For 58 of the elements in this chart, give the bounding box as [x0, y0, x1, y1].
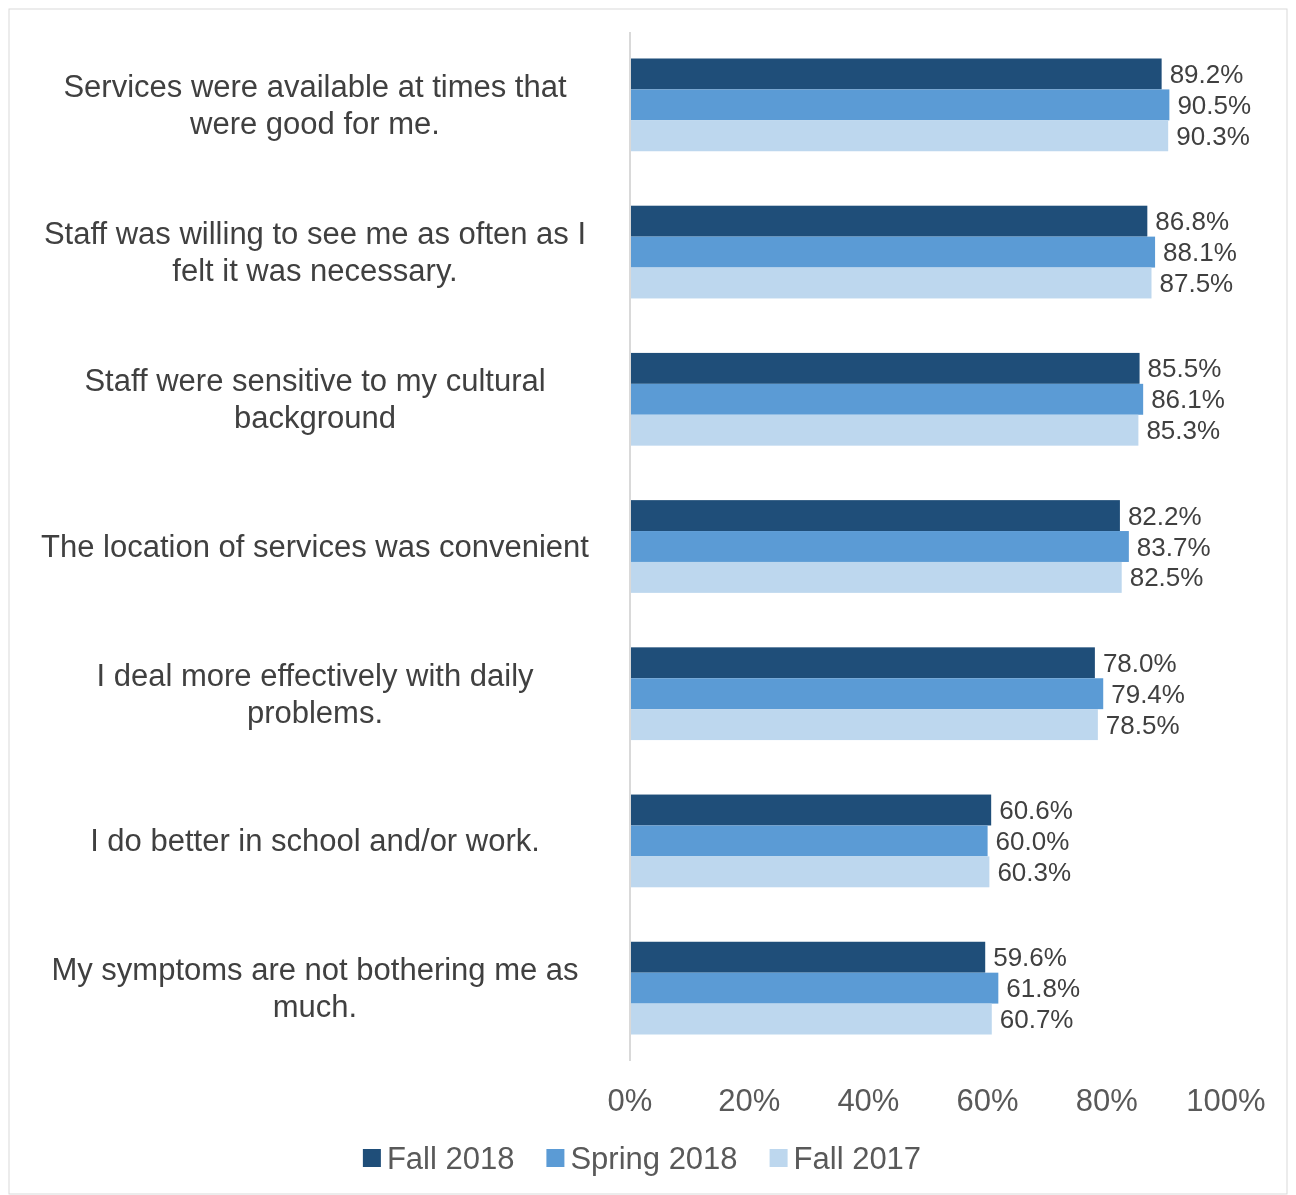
bar [630, 267, 1152, 299]
data-label: 83.7% [1136, 531, 1211, 562]
bar [630, 1003, 992, 1035]
data-label: 85.3% [1146, 415, 1221, 446]
data-label: 86.1% [1151, 384, 1225, 415]
bar [630, 89, 1170, 121]
data-label: 60.0% [995, 825, 1070, 856]
y-tick-label: Staff were sensitive to my cultural background [84, 363, 546, 436]
data-label: 61.8% [1006, 973, 1081, 1004]
data-label: 87.5% [1159, 267, 1234, 298]
bar [630, 709, 1098, 741]
data-label: 86.8% [1155, 206, 1230, 237]
bar [630, 352, 1140, 384]
bar [630, 383, 1144, 415]
bar [630, 794, 992, 826]
bar [630, 120, 1169, 152]
data-label: 79.4% [1111, 678, 1185, 709]
y-tick-label: Services were available at times that were good for me. [63, 68, 567, 141]
y-tick-label: My symptoms are not bothering me as much. [51, 952, 579, 1025]
bar [630, 972, 999, 1004]
data-label: 85.5% [1147, 353, 1222, 384]
legend-label: Spring 2018 [570, 1140, 738, 1176]
bar [630, 414, 1139, 446]
bar [630, 856, 990, 888]
x-tick-label: 60% [956, 1082, 1019, 1118]
bar [630, 561, 1122, 593]
bar [630, 678, 1104, 710]
data-label: 60.3% [997, 856, 1072, 887]
x-tick-label: 0% [607, 1082, 653, 1118]
data-label: 82.2% [1127, 500, 1202, 531]
data-label: 78.0% [1102, 647, 1177, 678]
legend-label: Fall 2017 [793, 1140, 922, 1176]
legend-label: Fall 2018 [386, 1140, 515, 1176]
x-tick-label: 80% [1075, 1082, 1138, 1118]
x-tick-label: 100% [1186, 1082, 1266, 1118]
data-label: 78.5% [1105, 709, 1180, 740]
y-tick-label: Staff was willing to see me as often as I felt it was necessary. [43, 216, 587, 289]
data-label: 60.6% [999, 795, 1073, 826]
y-tick-label: I deal more effectively with daily problems. [96, 657, 535, 730]
y-tick-label: I do better in school and/or work. [90, 823, 540, 859]
data-label: 82.5% [1129, 562, 1204, 593]
data-label: 88.1% [1163, 237, 1237, 268]
data-label: 59.6% [993, 942, 1067, 973]
bar [630, 825, 988, 857]
bar [630, 205, 1148, 237]
data-label: 90.5% [1177, 89, 1252, 120]
bar [630, 236, 1156, 268]
bar [630, 941, 986, 973]
bar [630, 531, 1129, 562]
data-label: 89.2% [1169, 58, 1244, 89]
bar [630, 500, 1120, 532]
data-label: 90.3% [1176, 120, 1250, 151]
data-label: 60.7% [999, 1004, 1074, 1035]
y-tick-label: The location of services was convenient [41, 529, 590, 564]
x-tick-label: 20% [718, 1082, 781, 1118]
x-tick-label: 40% [837, 1082, 900, 1118]
bar [630, 58, 1162, 90]
bar [630, 647, 1095, 679]
